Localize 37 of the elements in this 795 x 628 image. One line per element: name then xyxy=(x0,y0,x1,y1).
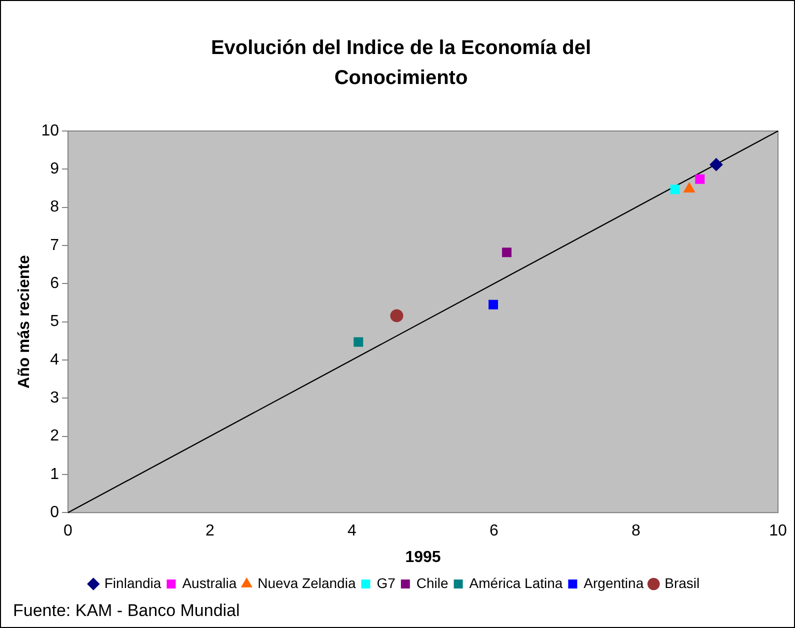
legend-label: G7 xyxy=(376,574,396,591)
legend-label: Chile xyxy=(416,574,449,591)
legend-label: América Latina xyxy=(469,574,563,591)
legend-label: Australia xyxy=(182,574,237,591)
y-tick-label: 4 xyxy=(50,351,60,368)
point xyxy=(684,182,695,193)
y-tick-label: 3 xyxy=(50,390,60,407)
legend-label: Finlandia xyxy=(104,574,162,591)
point xyxy=(502,248,512,258)
y-tick-label: 6 xyxy=(50,275,60,292)
y-tick-label: 0 xyxy=(50,504,60,522)
x-tick-label: 10 xyxy=(769,522,787,540)
point xyxy=(390,309,404,322)
point xyxy=(710,158,723,172)
legend-label: Nueva Zelandia xyxy=(258,574,356,591)
x-tick-label: 2 xyxy=(206,522,215,540)
y-axis-title: Año más reciente xyxy=(16,255,34,388)
legend-label: Brasil xyxy=(664,574,700,591)
y-tick-label: 2 xyxy=(50,428,60,445)
y-tick-label: 5 xyxy=(50,313,60,330)
x-tick-label: 6 xyxy=(490,522,499,540)
point xyxy=(488,300,498,310)
x-tick-label: 8 xyxy=(632,522,641,540)
chart-title: Evolución del Indice de la Economía del Conocimiento xyxy=(210,36,592,91)
point xyxy=(695,174,705,184)
point xyxy=(670,184,680,194)
point xyxy=(354,337,364,347)
y-tick-label: 10 xyxy=(41,122,60,140)
x-axis-title: 1995 xyxy=(405,548,441,566)
y-tick-label: 7 xyxy=(50,236,60,254)
legend-label: Argentina xyxy=(584,574,644,591)
x-tick-label: 0 xyxy=(64,522,73,540)
x-tick-label: 4 xyxy=(348,522,357,540)
y-tick-label: 8 xyxy=(50,198,60,216)
source-note: Fuente: KAM - Banco Mundial xyxy=(13,601,240,621)
y-tick-label: 9 xyxy=(50,160,60,178)
y-tick-label: 1 xyxy=(50,466,60,483)
